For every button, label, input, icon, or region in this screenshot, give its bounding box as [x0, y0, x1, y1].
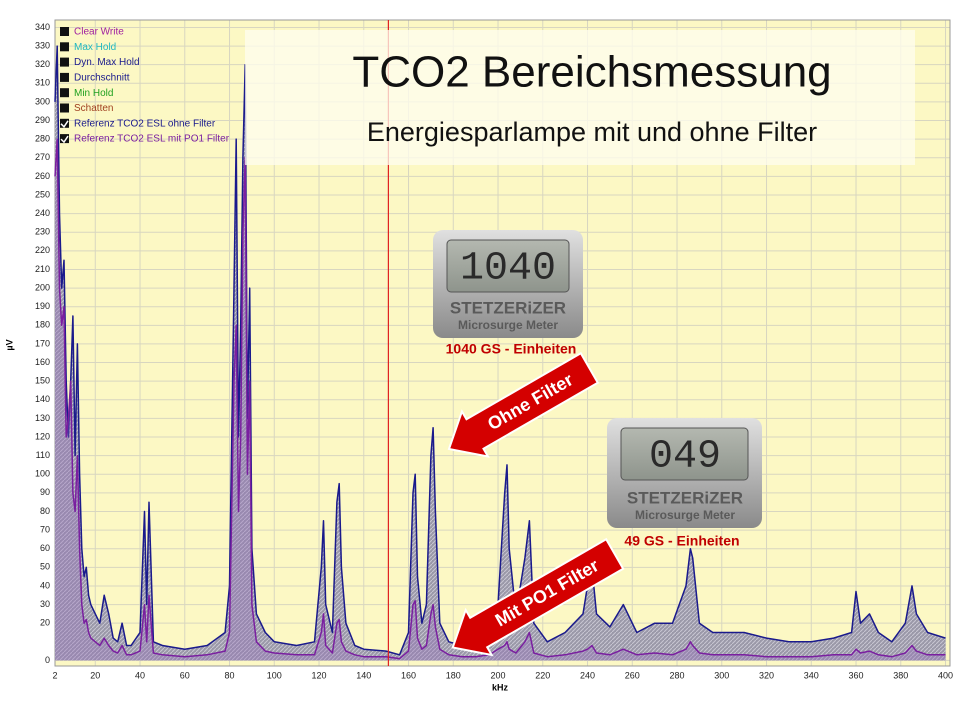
- y-tick-label: 170: [35, 338, 50, 348]
- meter-caption: 49 GS - Einheiten: [624, 533, 739, 549]
- x-tick-label: 280: [670, 670, 685, 680]
- y-tick-label: 20: [40, 618, 50, 628]
- y-tick-label: 320: [35, 59, 50, 69]
- y-tick-label: 330: [35, 40, 50, 50]
- x-tick-label: 2: [52, 670, 57, 680]
- arrow-shape: [447, 351, 600, 458]
- legend-label: Durchschnitt: [74, 73, 130, 84]
- x-tick-label: 220: [535, 670, 550, 680]
- title-box: [245, 30, 915, 165]
- x-tick-label: 80: [225, 670, 235, 680]
- meter-display: [446, 239, 570, 293]
- y-tick-label: 70: [40, 524, 50, 534]
- legend-swatch: [60, 57, 69, 67]
- meter-display: [620, 427, 749, 481]
- legend-label: Referenz TCO2 ESL ohne Filter: [74, 118, 216, 129]
- y-tick-label: 200: [35, 282, 50, 292]
- y-tick-label: 210: [35, 264, 50, 274]
- y-tick-label: 110: [36, 450, 50, 460]
- legend-label: Min Hold: [74, 88, 113, 99]
- legend-swatch: [60, 72, 69, 82]
- x-tick-label: 240: [580, 670, 595, 680]
- meter: 049 STETZERiZER Microsurge Meter: [607, 418, 762, 528]
- x-tick-label: 360: [849, 670, 864, 680]
- y-tick-label: 0: [45, 655, 50, 665]
- legend-label: Max Hold: [74, 42, 116, 53]
- x-tick-label: 60: [180, 670, 190, 680]
- legend-check: [60, 120, 69, 128]
- y-tick-label: 230: [35, 227, 50, 237]
- series-line: [54, 138, 946, 660]
- legend-swatch: [60, 27, 69, 36]
- x-tick-label: 100: [267, 670, 282, 680]
- legend-check: [60, 135, 69, 144]
- legend-label: Dyn. Max Hold: [74, 57, 140, 68]
- meter-model: Microsurge Meter: [635, 508, 735, 522]
- legend-swatch: [60, 134, 69, 144]
- y-tick-label: 250: [35, 189, 50, 199]
- legend-label: Referenz TCO2 ESL mit PO1 Filter: [74, 134, 230, 145]
- x-tick-label: 160: [401, 670, 416, 680]
- x-tick-label: 340: [804, 670, 819, 680]
- meter-brand: STETZERiZER: [450, 298, 566, 317]
- y-tick-label: 120: [35, 431, 50, 441]
- y-tick-label: 150: [35, 376, 50, 386]
- legend-swatch: [60, 88, 69, 98]
- series-line: [54, 45, 946, 656]
- y-tick-label: 240: [35, 208, 50, 218]
- x-tick-label: 300: [714, 670, 729, 680]
- legend: Clear Write Max Hold Dyn. Max Hold Durchsch…: [60, 27, 230, 145]
- x-tick-label: 200: [491, 670, 506, 680]
- y-tick-label: 300: [35, 96, 50, 106]
- y-tick-label: 180: [35, 320, 50, 330]
- y-tick-label: 220: [35, 245, 50, 255]
- y-tick-label: 60: [40, 543, 50, 553]
- x-tick-label: 180: [446, 670, 461, 680]
- y-tick-label: 100: [35, 469, 50, 479]
- y-tick-label: 130: [35, 413, 50, 423]
- meter-caption: 1040 GS - Einheiten: [446, 341, 577, 357]
- y-tick-label: 160: [35, 357, 50, 367]
- legend-swatch: [60, 118, 69, 128]
- y-tick-label: 40: [40, 580, 50, 590]
- y-tick-label: 90: [40, 487, 50, 497]
- y-tick-label: 280: [35, 134, 50, 144]
- y-tick-label: 310: [35, 78, 50, 88]
- meter-reading: 049: [649, 435, 721, 480]
- chart-subtitle: Energiesparlampe mit und ohne Filter: [367, 117, 817, 147]
- chart-title: TCO2 Bereichsmessung: [352, 48, 831, 97]
- plot: [54, 20, 946, 666]
- y-tick-label: 190: [35, 301, 50, 311]
- y-tick-label: 30: [40, 599, 50, 609]
- y-tick-label: 270: [35, 152, 50, 162]
- y-tick-label: 340: [35, 22, 50, 32]
- x-tick-label: 260: [625, 670, 640, 680]
- meter-model: Microsurge Meter: [458, 318, 558, 332]
- x-tick-label: 320: [759, 670, 774, 680]
- meter-reading: 1040: [460, 247, 556, 292]
- legend-swatch: [60, 42, 69, 52]
- x-tick-label: 380: [893, 670, 908, 680]
- x-tick-label: 400: [938, 670, 953, 680]
- legend-label: Clear Write: [74, 27, 124, 38]
- legend-swatch: [60, 103, 69, 113]
- y-tick-label: 290: [35, 115, 50, 125]
- legend-label: Schatten: [74, 103, 113, 114]
- y-tick-label: 260: [35, 171, 50, 181]
- x-tick-label: 20: [90, 670, 100, 680]
- arrow-shape: [451, 537, 625, 657]
- x-tick-label: 140: [356, 670, 371, 680]
- y-tick-label: 80: [40, 506, 50, 516]
- x-tick-label: 120: [312, 670, 327, 680]
- meter-brand: STETZERiZER: [627, 488, 743, 507]
- y-tick-label: 140: [35, 394, 50, 404]
- x-axis-label: kHz: [492, 682, 509, 692]
- y-tick-label: 50: [40, 562, 50, 572]
- y-axis-label: µV: [4, 339, 14, 350]
- meter: 1040 STETZERiZER Microsurge Meter: [433, 230, 583, 338]
- x-tick-label: 40: [135, 670, 145, 680]
